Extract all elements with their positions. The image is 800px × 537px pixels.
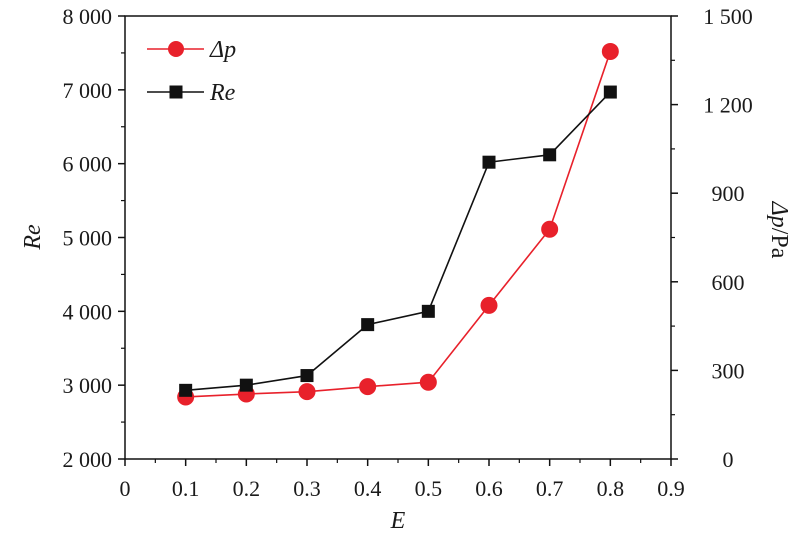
- legend-label: Re: [209, 80, 236, 106]
- data-point-dp: [298, 383, 316, 401]
- x-tick-label: 0.2: [233, 476, 261, 501]
- x-tick-label: 0.8: [597, 476, 625, 501]
- legend-label: Δp: [209, 37, 236, 63]
- series-markers: [177, 42, 619, 406]
- data-point-dp: [359, 378, 377, 396]
- y-axis-right-title-symbol: Δp: [766, 201, 792, 228]
- y-axis-right-title: Δp/Pa: [766, 201, 792, 259]
- y-ticks-right: 0 300 600 900 1 200 1 500: [671, 4, 753, 472]
- data-point-dp: [419, 373, 437, 391]
- series-line-dp: [185, 51, 612, 398]
- y-left-tick-label: 7 000: [63, 78, 113, 103]
- legend: Δp Re: [147, 37, 236, 106]
- series-lines: [185, 51, 612, 398]
- x-tick-label: 0.1: [172, 476, 200, 501]
- x-tick-label: 0.4: [354, 476, 382, 501]
- x-tick-label: 0.5: [415, 476, 443, 501]
- x-tick-label: 0.3: [293, 476, 321, 501]
- y-right-tick-label: 900: [712, 181, 745, 206]
- data-point-re: [482, 155, 496, 169]
- x-tick-label: 0.7: [536, 476, 564, 501]
- series-line-re: [185, 91, 611, 392]
- data-point-re: [361, 318, 375, 332]
- plot-frame: [124, 15, 672, 460]
- x-ticks: 0 0.1 0.2 0.3 0.4 0.5 0.6 0.7 0.8 0.9: [120, 459, 685, 501]
- y-right-tick-label: 0: [723, 447, 734, 472]
- y-right-tick-label: 1 200: [703, 93, 753, 118]
- data-point-dp: [601, 42, 619, 60]
- legend-marker-square: [169, 85, 183, 99]
- data-point-re: [179, 383, 193, 397]
- y-axis-left-title: Re: [20, 224, 46, 251]
- y-left-tick-label: 4 000: [63, 299, 113, 324]
- y-ticks-left: 2 000 3 000 4 000 5 000 6 000 7 000 8 000: [63, 4, 125, 472]
- data-point-re: [239, 378, 253, 392]
- data-point-re: [603, 85, 617, 99]
- y-left-tick-label: 6 000: [63, 152, 113, 177]
- y-left-tick-label: 8 000: [63, 4, 113, 29]
- x-axis-title: E: [390, 508, 406, 534]
- data-point-re: [300, 369, 314, 383]
- x-tick-label: 0.9: [657, 476, 685, 501]
- y-right-tick-label: 1 500: [703, 4, 753, 29]
- x-tick-label: 0: [120, 476, 131, 501]
- data-point-dp: [541, 220, 559, 238]
- data-point-re: [421, 304, 435, 318]
- legend-marker-circle: [168, 41, 184, 57]
- y-left-tick-label: 2 000: [63, 447, 113, 472]
- axes: [124, 15, 672, 460]
- y-right-tick-label: 300: [712, 358, 745, 383]
- data-point-dp: [480, 296, 498, 314]
- y-left-tick-label: 3 000: [63, 373, 113, 398]
- data-point-re: [543, 148, 557, 162]
- y-right-tick-label: 600: [712, 270, 745, 295]
- x-tick-label: 0.6: [475, 476, 503, 501]
- y-axis-right-title-unit: /Pa: [766, 228, 792, 259]
- y-left-tick-label: 5 000: [63, 226, 113, 251]
